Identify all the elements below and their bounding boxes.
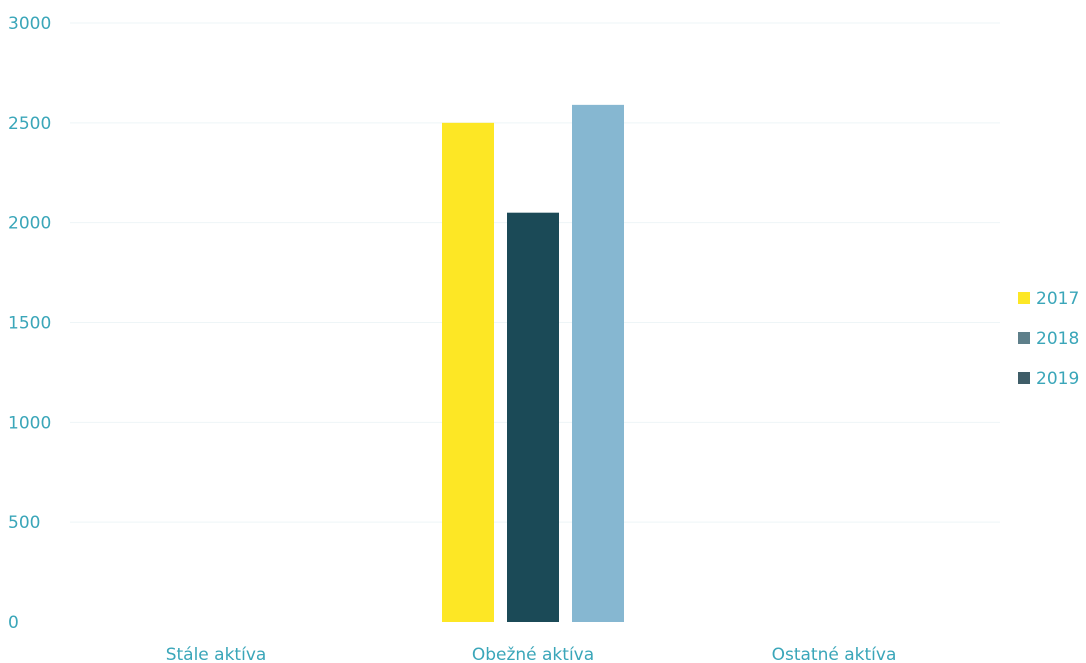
- y-tick-label-1000: 1000: [8, 413, 51, 433]
- x-axis-category-labels: Stále aktíva Obežné aktíva Ostatné aktíva: [166, 645, 897, 663]
- bar-2017-obežné-aktíva: [442, 122, 494, 622]
- bars: [442, 104, 624, 622]
- y-tick-label-1500: 1500: [8, 314, 51, 334]
- legend-item-2017: 2017: [1018, 289, 1079, 309]
- x-category-label: Obežné aktíva: [472, 645, 594, 663]
- legend-item-2019: 2019: [1018, 369, 1079, 389]
- legend-swatch-icon: [1018, 372, 1030, 384]
- y-tick-label-2000: 2000: [8, 214, 51, 234]
- y-axis-tick-labels: 0 500 1000 1500 2000 2500 3000: [8, 14, 51, 633]
- legend-swatch-icon: [1018, 332, 1030, 344]
- legend-label: 2018: [1036, 329, 1079, 349]
- legend-label: 2019: [1036, 369, 1079, 389]
- bar-2019-obežné-aktíva: [572, 104, 624, 622]
- legend-swatch-icon: [1018, 292, 1030, 304]
- y-tick-label-500: 500: [8, 513, 40, 533]
- y-tick-label-3000: 3000: [8, 14, 51, 34]
- legend: 2017 2018 2019: [1018, 289, 1079, 389]
- legend-label: 2017: [1036, 289, 1079, 309]
- bar-2018-obežné-aktíva: [507, 212, 559, 622]
- legend-item-2018: 2018: [1018, 329, 1079, 349]
- y-tick-label-0: 0: [8, 613, 19, 633]
- x-category-label: Ostatné aktíva: [772, 645, 897, 663]
- x-category-label: Stále aktíva: [166, 645, 267, 663]
- y-tick-label-2500: 2500: [8, 114, 51, 134]
